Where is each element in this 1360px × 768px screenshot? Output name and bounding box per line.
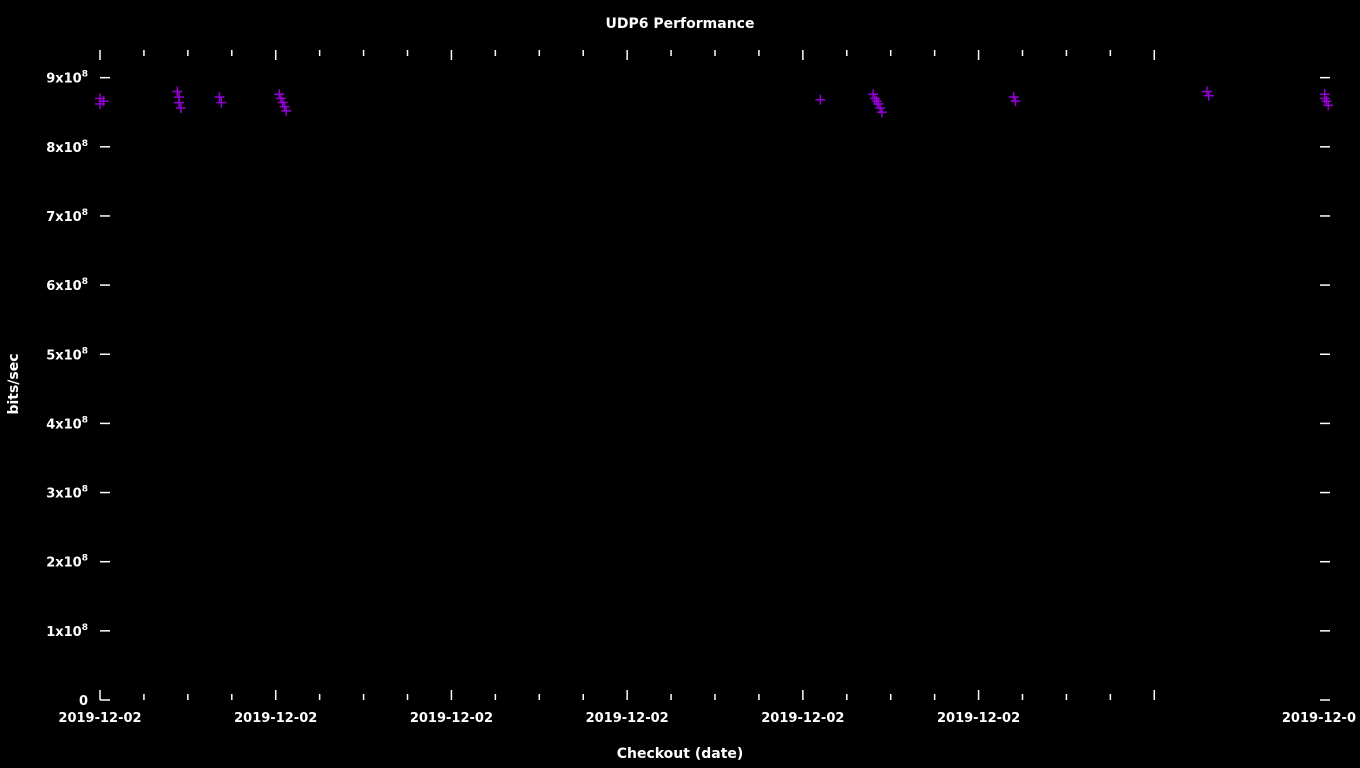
data-point	[174, 98, 184, 108]
y-tick-label: 4x108	[46, 415, 88, 432]
data-point	[216, 98, 226, 108]
y-tick-label: 0	[79, 694, 88, 709]
x-axis-label: Checkout (date)	[0, 746, 1360, 762]
y-tick-label: 7x108	[46, 208, 88, 225]
y-tick-label: 1x108	[46, 623, 88, 640]
data-point	[172, 86, 182, 96]
chart-container: UDP6 Performance bits/sec Checkout (date…	[0, 0, 1360, 768]
x-tick-label: 2019-12-0	[1282, 711, 1356, 726]
chart-title: UDP6 Performance	[0, 16, 1360, 32]
data-point	[214, 92, 224, 102]
y-tick-label: 8x108	[46, 139, 88, 156]
y-tick-label: 9x108	[46, 70, 88, 87]
y-tick-label: 6x108	[46, 277, 88, 294]
data-point	[176, 103, 186, 113]
y-tick-label: 2x108	[46, 554, 88, 571]
x-tick-label: 2019-12-02	[58, 711, 141, 726]
x-tick-label: 2019-12-02	[937, 711, 1020, 726]
y-tick-label: 3x108	[46, 485, 88, 502]
x-tick-label: 2019-12-02	[586, 711, 669, 726]
x-tick-label: 2019-12-02	[761, 711, 844, 726]
scatter-plot: 0 1x108 2x108 3x108 4x108 5x108 6x108 7x108 8x10…	[0, 0, 1360, 768]
x-tick-label: 2019-12-02	[234, 711, 317, 726]
data-point	[815, 95, 825, 105]
x-tick-label: 2019-12-02	[410, 711, 493, 726]
y-axis-label: bits/sec	[6, 353, 22, 414]
y-tick-label: 5x108	[46, 346, 88, 363]
